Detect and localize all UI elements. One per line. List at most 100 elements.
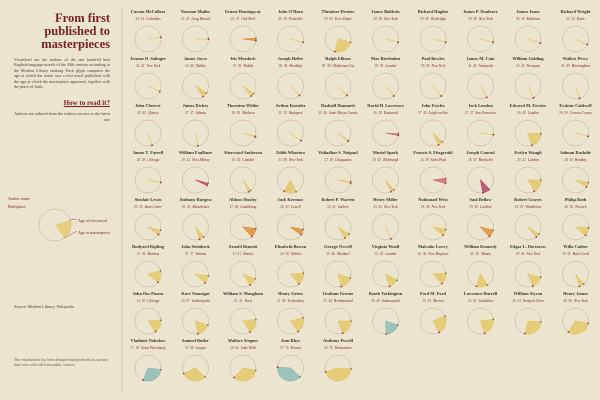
age-first: 27 xyxy=(185,252,189,256)
age-first: 39 xyxy=(375,64,379,68)
birthplace: Chaguanas xyxy=(335,158,352,162)
glyph-circle xyxy=(182,119,209,147)
master-dot xyxy=(333,50,336,53)
age-master: 62 xyxy=(235,346,239,350)
age-master: 43 xyxy=(423,111,427,115)
author-info: 30 46 Motihari xyxy=(326,252,349,256)
age-master: 36 xyxy=(426,205,430,209)
author-info: 23 29 Saint Paul xyxy=(420,158,446,162)
age-first: 26 xyxy=(512,299,516,303)
author-name: Edgar L. Doctorow xyxy=(510,244,547,249)
birthplace: Wimbledon xyxy=(525,205,541,209)
author-glyph: Vidiadhar S. Naipaul 27 29 Chaguanas xyxy=(318,150,359,194)
glyph-circle xyxy=(467,119,494,147)
master-dot xyxy=(297,330,300,333)
author-glyph: James T. Farrell 28 28 Chicago xyxy=(133,150,164,194)
author-info: 38 38 Brooklyn xyxy=(279,64,303,68)
master-dot xyxy=(283,190,286,193)
author-glyph: David H. Lawrence 26 28 Eastwood xyxy=(367,103,404,147)
age-wedge xyxy=(194,320,209,335)
author-glyph: Salman Rushdie 28 34 Bombay xyxy=(560,150,591,194)
birthplace: Quincy xyxy=(148,111,159,115)
author-name: Booth Tarkington xyxy=(369,291,403,296)
first-dot xyxy=(582,283,585,285)
age-wedge xyxy=(337,320,352,334)
master-dot xyxy=(344,237,346,239)
age-master: 30 xyxy=(521,17,525,21)
age-first: 37 xyxy=(185,346,189,350)
birthplace: New Brighton xyxy=(427,252,448,256)
author-glyph: Anthony Burgess 39 45 Manchester xyxy=(179,197,212,241)
birthplace: New Albany xyxy=(191,158,210,162)
author-info: 33 45 London xyxy=(375,252,397,256)
glyph-circle xyxy=(134,213,162,241)
age-master: 30 xyxy=(236,111,240,115)
glyph-circle xyxy=(467,72,494,100)
birthplace: Merton xyxy=(432,299,444,303)
age-wedge xyxy=(524,320,542,335)
author-info: 21 36 Bombay xyxy=(137,252,160,256)
birthplace: New York xyxy=(430,205,445,209)
age-first: 29 xyxy=(373,17,377,21)
first-dot xyxy=(207,182,209,185)
author-info: 29 29 Coweta County xyxy=(559,111,592,115)
age-master: 38 xyxy=(474,205,478,209)
master-dot xyxy=(207,38,210,40)
author-name: Ford M. Ford xyxy=(420,291,447,296)
age-first: 25 xyxy=(323,299,327,303)
master-dot xyxy=(249,284,251,286)
author-name: Anthony Powell xyxy=(323,338,354,343)
age-wedge xyxy=(527,226,540,238)
glyph-circle xyxy=(134,25,162,53)
author-info: 19 42 Merton xyxy=(422,299,443,303)
author-info: 25 25 Long Branch xyxy=(181,17,211,21)
author-name: Theodore Dreiser xyxy=(322,9,355,14)
age-first: 39 xyxy=(373,158,377,162)
birthplace: Berkhamsted xyxy=(334,299,353,303)
age-wedge xyxy=(475,273,489,288)
author-glyph: Jean Rhys 37 76 Roseau xyxy=(276,338,304,382)
author-name: Kurt Vonnegut xyxy=(181,291,210,296)
glyph-circle xyxy=(514,213,542,241)
birthplace: Leigh-on-Sea xyxy=(428,111,449,115)
age-master: 36 xyxy=(570,205,574,209)
author-glyph: Ernest Hemingway 24 27 Oak Park xyxy=(225,9,262,53)
author-name: Francis S. Fitzgerald xyxy=(413,150,453,155)
author-name: James M. Cain xyxy=(466,56,495,61)
master-dot xyxy=(250,235,253,238)
author-glyph: Sinclair Lewis 29 35 Sauk Centre xyxy=(134,197,163,241)
author-info: 28 28 Chicago xyxy=(137,158,160,162)
age-wedge xyxy=(290,226,304,236)
birthplace: Coweta County xyxy=(570,111,593,115)
author-info: 38 47 Berdychiv xyxy=(468,158,494,162)
age-master: 45 xyxy=(143,111,147,115)
age-first: 24 xyxy=(231,17,235,21)
age-wedge xyxy=(337,226,350,239)
birthplace: New York xyxy=(383,17,398,21)
birthplace: Brooklyn xyxy=(289,64,302,68)
author-info: 27 56 Saint Petersburg xyxy=(131,346,166,350)
age-master: 43 xyxy=(237,158,241,162)
author-name: Arthur Koestler xyxy=(275,103,305,108)
author-name: James T. Farrell xyxy=(133,150,164,155)
birthplace: Bombay xyxy=(147,252,159,256)
author-info: 29 32 New Albany xyxy=(181,158,209,162)
age-wedge xyxy=(479,226,494,238)
author-name: James P. Donleavy xyxy=(463,9,499,14)
master-dot xyxy=(483,332,486,335)
master-dot xyxy=(297,283,300,285)
master-dot xyxy=(535,236,538,238)
age-first: 21 xyxy=(277,299,281,303)
glyph-circle xyxy=(467,213,494,241)
author-glyph: Edgar L. Doctorow 29 44 New York xyxy=(510,244,547,288)
age-wedge xyxy=(337,85,348,96)
age-wedge xyxy=(385,38,399,43)
first-dot xyxy=(587,181,590,184)
age-first: 30 xyxy=(371,299,375,303)
glyph-circle xyxy=(514,72,542,100)
birthplace: Sauk Centre xyxy=(145,205,163,209)
birthplace: New York xyxy=(478,17,493,21)
age-wedge xyxy=(147,179,161,183)
